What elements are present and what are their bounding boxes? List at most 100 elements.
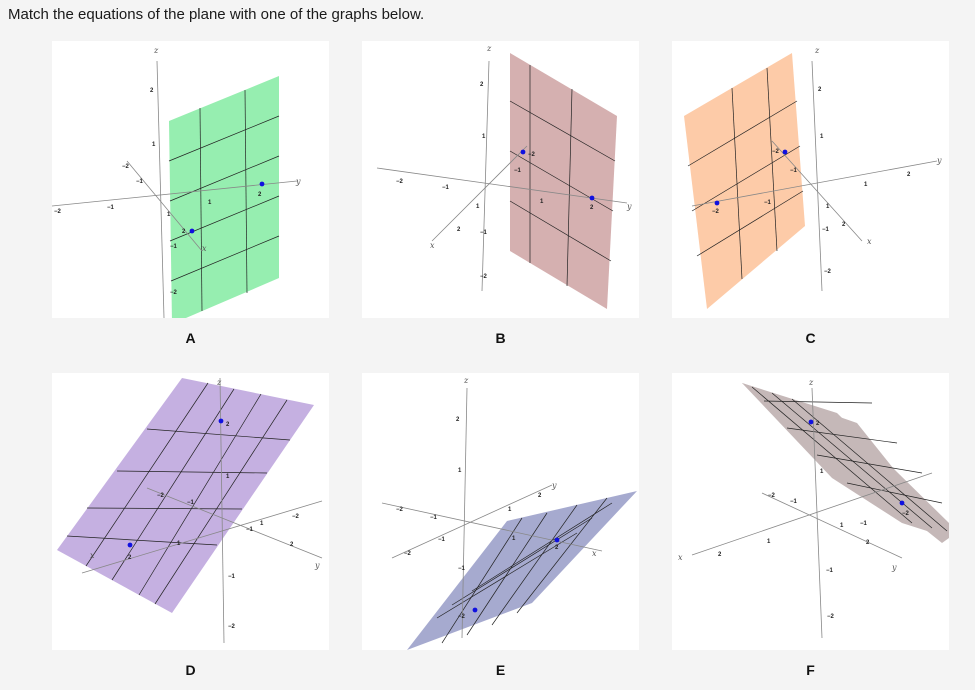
tick-label: −1 [442, 185, 450, 191]
tick-label: 1 [508, 507, 512, 513]
tick-label: −2 [292, 514, 300, 520]
prompt-text: Match the equations of the plane with on… [8, 6, 425, 23]
tick-label: −2 [824, 269, 832, 275]
tick-label: 2 [226, 422, 230, 428]
tick-label: 2 [128, 555, 132, 561]
tick-label: −1 [790, 499, 798, 505]
tick-label: −1 [458, 566, 466, 572]
tick-label: −2 [122, 164, 130, 170]
graph-f-svg: z y x 2 1 −1 −2 −2 −1 1 2 2 1 −1 −2 [678, 378, 949, 639]
y-axis-label-d: y [314, 561, 320, 570]
graph-panel-e[interactable]: z y x 2 1 −1 −2 −2 −1 1 2 −2 −1 1 2 [362, 373, 639, 650]
tick-label: 1 [512, 536, 516, 542]
point-marker [808, 419, 814, 425]
z-axis-label-f: z [808, 378, 814, 387]
plane-e-grid [436, 497, 613, 644]
tick-label: 1 [840, 523, 844, 529]
x-axis-label-f: x [678, 553, 683, 562]
point-marker [554, 537, 560, 543]
tick-label: −1 [822, 227, 830, 233]
tick-label: 1 [167, 212, 171, 218]
point-marker [259, 181, 265, 187]
graph-panel-d[interactable]: z y x 2 1 −1 −2 −2 −1 −1 2 −2 1 1 2 [52, 373, 329, 650]
tick-label: −2 [157, 493, 165, 499]
tick-label: −1 [860, 521, 868, 527]
tick-label: −1 [514, 168, 522, 174]
axes-f [691, 387, 933, 639]
x-axis-label-d: x [90, 551, 95, 560]
graph-d-svg: z y x 2 1 −1 −2 −2 −1 −1 2 −2 1 1 2 [57, 377, 323, 644]
tick-label: 2 [290, 542, 294, 548]
axes-e [381, 387, 603, 639]
tick-label: 2 [866, 540, 870, 546]
plane-c-grid [687, 67, 804, 280]
caption-a: A [185, 330, 196, 346]
caption-b: B [495, 330, 506, 346]
plane-a [169, 76, 279, 318]
axes-c [691, 60, 938, 292]
tick-label: 2 [182, 229, 186, 235]
graph-a-svg: z y x 2 1 −1 −2 −2 −1 1 2 −2 −1 1 2 [52, 46, 301, 318]
plane-c [684, 53, 805, 309]
point-marker [520, 149, 526, 155]
tick-label: −1 [228, 574, 236, 580]
plane-a-grid [168, 89, 280, 312]
tick-label: 1 [864, 182, 868, 188]
z-axis-label-a: z [153, 46, 159, 55]
tick-label: −2 [768, 493, 776, 499]
tick-label: −1 [826, 568, 834, 574]
point-marker [127, 542, 133, 548]
axes-a [52, 60, 298, 318]
tick-label: 2 [480, 82, 484, 88]
tick-label: 2 [555, 545, 559, 551]
tick-label: 1 [820, 134, 824, 140]
point-marker [714, 200, 720, 206]
tick-label: 1 [476, 204, 480, 210]
tick-label: 1 [482, 134, 486, 140]
tick-label: −1 [764, 200, 772, 206]
tick-label: −2 [228, 624, 236, 630]
tick-label: 2 [590, 205, 594, 211]
tick-label: 1 [540, 199, 544, 205]
graph-panel-a[interactable]: z y x 2 1 −1 −2 −2 −1 1 2 −2 −1 1 2 [52, 41, 329, 318]
z-axis-label-b: z [486, 44, 492, 53]
caption-c: C [805, 330, 816, 346]
tick-label: −1 [790, 168, 798, 174]
x-axis-label-c: x [867, 237, 872, 246]
z-axis-label-e: z [463, 376, 469, 385]
z-axis-label-c: z [814, 46, 820, 55]
tick-label: 1 [458, 468, 462, 474]
tick-label: −1 [430, 515, 438, 521]
tick-label: −2 [480, 274, 488, 280]
point-marker [589, 195, 595, 201]
graph-panel-c[interactable]: z y x 2 1 −1 −2 −2 −1 1 2 −2 −1 1 2 [672, 41, 949, 318]
point-marker [218, 418, 224, 424]
point-marker [472, 607, 478, 613]
tick-label: 1 [208, 200, 212, 206]
graph-c-svg: z y x 2 1 −1 −2 −2 −1 1 2 −2 −1 1 2 [684, 46, 942, 309]
tick-label: −1 [170, 244, 178, 250]
tick-label: −2 [528, 152, 536, 158]
tick-label: −1 [187, 500, 195, 506]
tick-label: 2 [818, 87, 822, 93]
tick-label: −2 [902, 511, 910, 517]
plane-f-body [742, 383, 949, 538]
graph-panel-b[interactable]: z y x 2 1 −1 −2 −2 −1 1 2 −2 −1 1 2 [362, 41, 639, 318]
caption-e: E [495, 662, 506, 678]
tick-label: −1 [438, 537, 446, 543]
tick-label: 2 [718, 552, 722, 558]
tick-label: −2 [170, 290, 178, 296]
tick-label: 2 [150, 88, 154, 94]
tick-label: 1 [226, 474, 230, 480]
tick-label: 1 [260, 521, 264, 527]
tick-label: 2 [457, 227, 461, 233]
tick-label: −1 [136, 179, 144, 185]
plane-b [510, 53, 617, 309]
y-axis-label-b: y [626, 202, 632, 211]
plane-e [407, 491, 637, 650]
tick-label: 1 [152, 142, 156, 148]
graph-panel-f[interactable]: z y x 2 1 −1 −2 −2 −1 1 2 2 1 −1 −2 [672, 373, 949, 650]
tick-label: 2 [538, 493, 542, 499]
tick-label: −1 [107, 205, 115, 211]
plane-b-grid [509, 65, 616, 287]
